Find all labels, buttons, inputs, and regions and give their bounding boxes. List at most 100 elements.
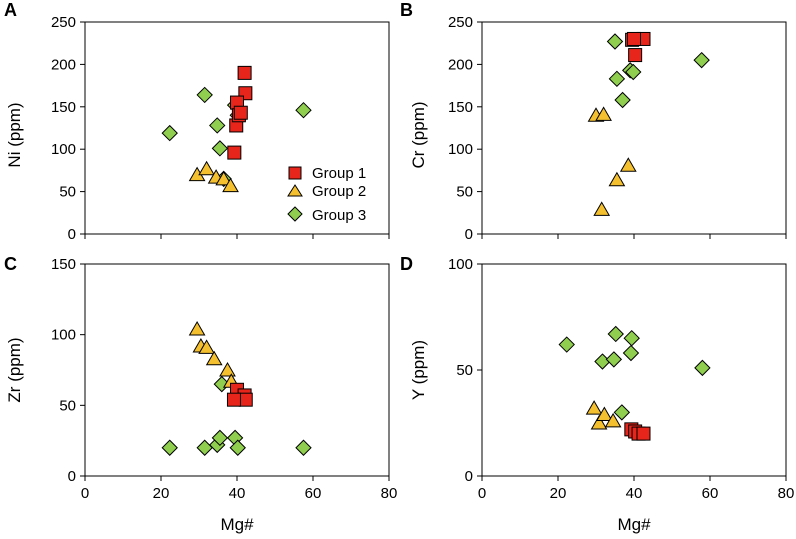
- panel-d-xtick-label: 40: [626, 485, 643, 502]
- panel-a-group2-point: [215, 170, 233, 186]
- panel-c-marks: [161, 321, 312, 456]
- panel-d-group3-point: [594, 353, 611, 370]
- panel-a-group3-point: [196, 86, 213, 104]
- panel-a-group3-point: [211, 140, 229, 157]
- panel-d-group2-point: [604, 412, 622, 428]
- panel-d-group2-point: [585, 400, 603, 415]
- panel-c-group3-point: [295, 439, 312, 456]
- panel-d-xtick-label: 80: [778, 485, 795, 502]
- panel-b-ytick-label: 50: [456, 184, 473, 201]
- legend: Group 1 Group 2 Group 3: [287, 165, 366, 224]
- legend-group3-label: Group 3: [312, 207, 366, 224]
- panel-a-ytick-label: 200: [51, 56, 76, 73]
- panel-b-group3-point: [625, 63, 642, 81]
- panel-b-group1-point: [628, 48, 643, 63]
- panel-b-marks: [587, 31, 710, 216]
- panel-d-group1-point: [636, 426, 651, 441]
- panel-d-xtick-label: 0: [478, 485, 486, 502]
- panel-d-xtick-label: 60: [702, 485, 719, 502]
- panel-c-group2-point: [219, 361, 236, 377]
- panel-b-group3-point: [608, 70, 626, 88]
- panel-b-group2-point: [593, 201, 611, 216]
- panel-b-ytick-label: 250: [448, 14, 473, 31]
- panel-d-group2-point: [595, 406, 613, 422]
- panel-b-ylabel: Cr (ppm): [409, 101, 428, 168]
- panel-b-xticks: [481, 234, 787, 239]
- panel-d-group3-point: [623, 329, 640, 347]
- panel-c-xtick-label: 80: [381, 485, 398, 502]
- panel-c-yticks: 0 50 100 150: [51, 256, 85, 485]
- panel-a-group2-point: [222, 177, 239, 193]
- panel-d-xlabel: Mg#: [617, 515, 651, 534]
- panel-a-group1-point: [237, 65, 252, 80]
- panel-a-ytick-label: 150: [51, 99, 76, 116]
- panel-b-group3-point: [614, 91, 631, 109]
- panel-b-group2-point: [619, 157, 637, 172]
- panel-b-group3-point: [693, 51, 710, 69]
- panel-b-ytick-label: 0: [465, 226, 473, 243]
- panel-b-group2-point: [608, 171, 626, 187]
- panel-b-group1-point: [627, 31, 641, 46]
- panel-a-yticks: 0 50 100 150 200 250: [51, 14, 85, 243]
- panel-b-letter: B: [400, 0, 413, 20]
- panel-d-ytick-label: 0: [465, 468, 473, 485]
- panel-d-xticks: 0 20 40 60 80: [478, 476, 795, 502]
- panel-a-group2-point: [198, 160, 215, 176]
- panel-b: B Cr (ppm) 0 50 100 150 200 250: [400, 0, 787, 243]
- panel-c-group3-point: [211, 429, 229, 447]
- panel-c-letter: C: [4, 254, 17, 274]
- panel-c-group2-point: [205, 350, 223, 366]
- panel-b-yticks: 0 50 100 150 200 250: [448, 14, 482, 243]
- panel-a-marks: [161, 65, 312, 193]
- panel-b-ytick-label: 150: [448, 99, 473, 116]
- panel-b-group3-point: [606, 33, 624, 50]
- panel-c-group1-point: [238, 392, 253, 407]
- panel-d-xtick-label: 20: [550, 485, 567, 502]
- legend-group2-label: Group 2: [312, 183, 366, 200]
- panel-c-group3-point: [161, 439, 178, 456]
- panel-c-xtick-label: 40: [229, 485, 246, 502]
- panel-c-xticks: 0 20 40 60 80: [81, 476, 398, 502]
- panel-a-group1-point: [227, 145, 242, 160]
- panel-c-group1-point: [226, 392, 241, 407]
- panel-a-group3-point: [209, 117, 226, 134]
- panel-c-xtick-label: 20: [153, 485, 170, 502]
- panel-a-ytick-label: 100: [51, 141, 76, 158]
- panel-c-ytick-label: 0: [68, 468, 76, 485]
- legend-group3-marker: [287, 206, 303, 222]
- panel-c-group3-point: [229, 439, 246, 456]
- panel-d: D Y (ppm) 0 50 100 0 20 40 60 80 Mg#: [400, 254, 794, 534]
- panel-a-ytick-label: 0: [68, 226, 76, 243]
- panel-d-letter: D: [400, 254, 413, 274]
- panel-b-group2-point: [595, 106, 612, 121]
- panel-a-group1-point: [233, 105, 248, 120]
- panel-a-group3-point: [295, 101, 312, 119]
- panel-a-ytick-label: 50: [59, 184, 76, 201]
- panel-a-group3-point: [161, 124, 178, 142]
- legend-group1-marker: [288, 166, 302, 180]
- panel-a: A Ni (ppm) 0 50 100 150 200 250 Group 1 Group…: [4, 0, 390, 243]
- panel-c-group3-point: [196, 439, 213, 456]
- panel-c-group2-point: [198, 339, 215, 354]
- panel-c-xlabel: Mg#: [220, 515, 254, 534]
- panel-c-xtick-label: 0: [81, 485, 89, 502]
- panel-c-ytick-label: 100: [51, 327, 76, 344]
- panel-d-yticks: 0 50 100: [448, 256, 482, 485]
- panel-d-ytick-label: 100: [448, 256, 473, 273]
- panel-d-ylabel: Y (ppm): [409, 340, 428, 400]
- panel-a-ytick-label: 250: [51, 14, 76, 31]
- panel-d-group2-point: [590, 414, 608, 430]
- legend-group2-marker: [287, 184, 303, 197]
- panel-d-group3-point: [622, 344, 640, 362]
- panel-d-plot-area: [481, 263, 787, 477]
- panel-d-group3-point: [607, 325, 624, 343]
- panel-a-ylabel: Ni (ppm): [5, 102, 24, 167]
- panel-c-ylabel: Zr (ppm): [5, 337, 24, 402]
- panel-c-group2-point: [188, 321, 206, 336]
- panel-d-ytick-label: 50: [456, 362, 473, 379]
- panel-a-xticks: [84, 234, 390, 239]
- panel-c: C Zr (ppm) 0 50 100 150 0 20 40 60 80 Mg#: [4, 254, 397, 534]
- panel-c-ytick-label: 50: [59, 397, 76, 414]
- panel-d-group3-point: [558, 336, 575, 353]
